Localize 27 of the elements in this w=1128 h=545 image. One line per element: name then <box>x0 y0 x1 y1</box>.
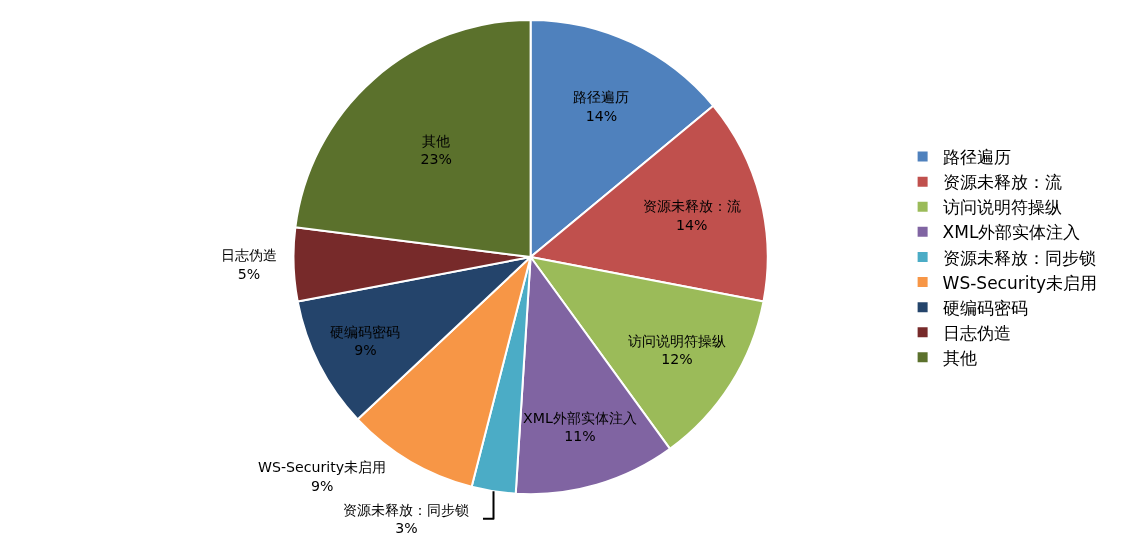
slice-label: 硬编码密码 <box>330 323 401 340</box>
data-label: 14% <box>675 216 708 233</box>
slice-label: 资源未释放：流 <box>642 198 741 215</box>
data-label: 14% <box>585 107 618 124</box>
data-label: 9% <box>354 342 377 359</box>
slice-label: 其他 <box>422 132 451 149</box>
slice-label: 日志伪造 <box>221 247 278 264</box>
slice-label: WS-Security未启用 <box>258 459 387 476</box>
legend-label: 资源未释放：同步锁 <box>942 247 1096 268</box>
data-label: 12% <box>661 351 693 368</box>
legend-label: 路径遍历 <box>942 147 1011 168</box>
slice-label: 访问说明符操纵 <box>627 332 726 349</box>
data-label: 23% <box>420 151 452 168</box>
slice-label: 资源未释放：同步锁 <box>343 501 470 518</box>
legend-label: 访问说明符操纵 <box>942 197 1062 218</box>
slice-label: 路径遍历 <box>573 89 630 106</box>
legend-label: 硬编码密码 <box>942 297 1028 318</box>
legend-label: 资源未释放：流 <box>942 172 1062 193</box>
legend-label: WS-Security未启用 <box>942 272 1098 293</box>
data-label: 11% <box>564 428 596 445</box>
legend-label: 其他 <box>942 347 977 368</box>
data-label: 5% <box>237 265 261 282</box>
legend-label: XML外部实体注入 <box>942 222 1081 243</box>
legend-label: 日志伪造 <box>942 322 1011 343</box>
data-label: 3% <box>395 519 418 536</box>
slice-label: XML外部实体注入 <box>523 409 637 426</box>
data-label: 9% <box>310 477 334 494</box>
